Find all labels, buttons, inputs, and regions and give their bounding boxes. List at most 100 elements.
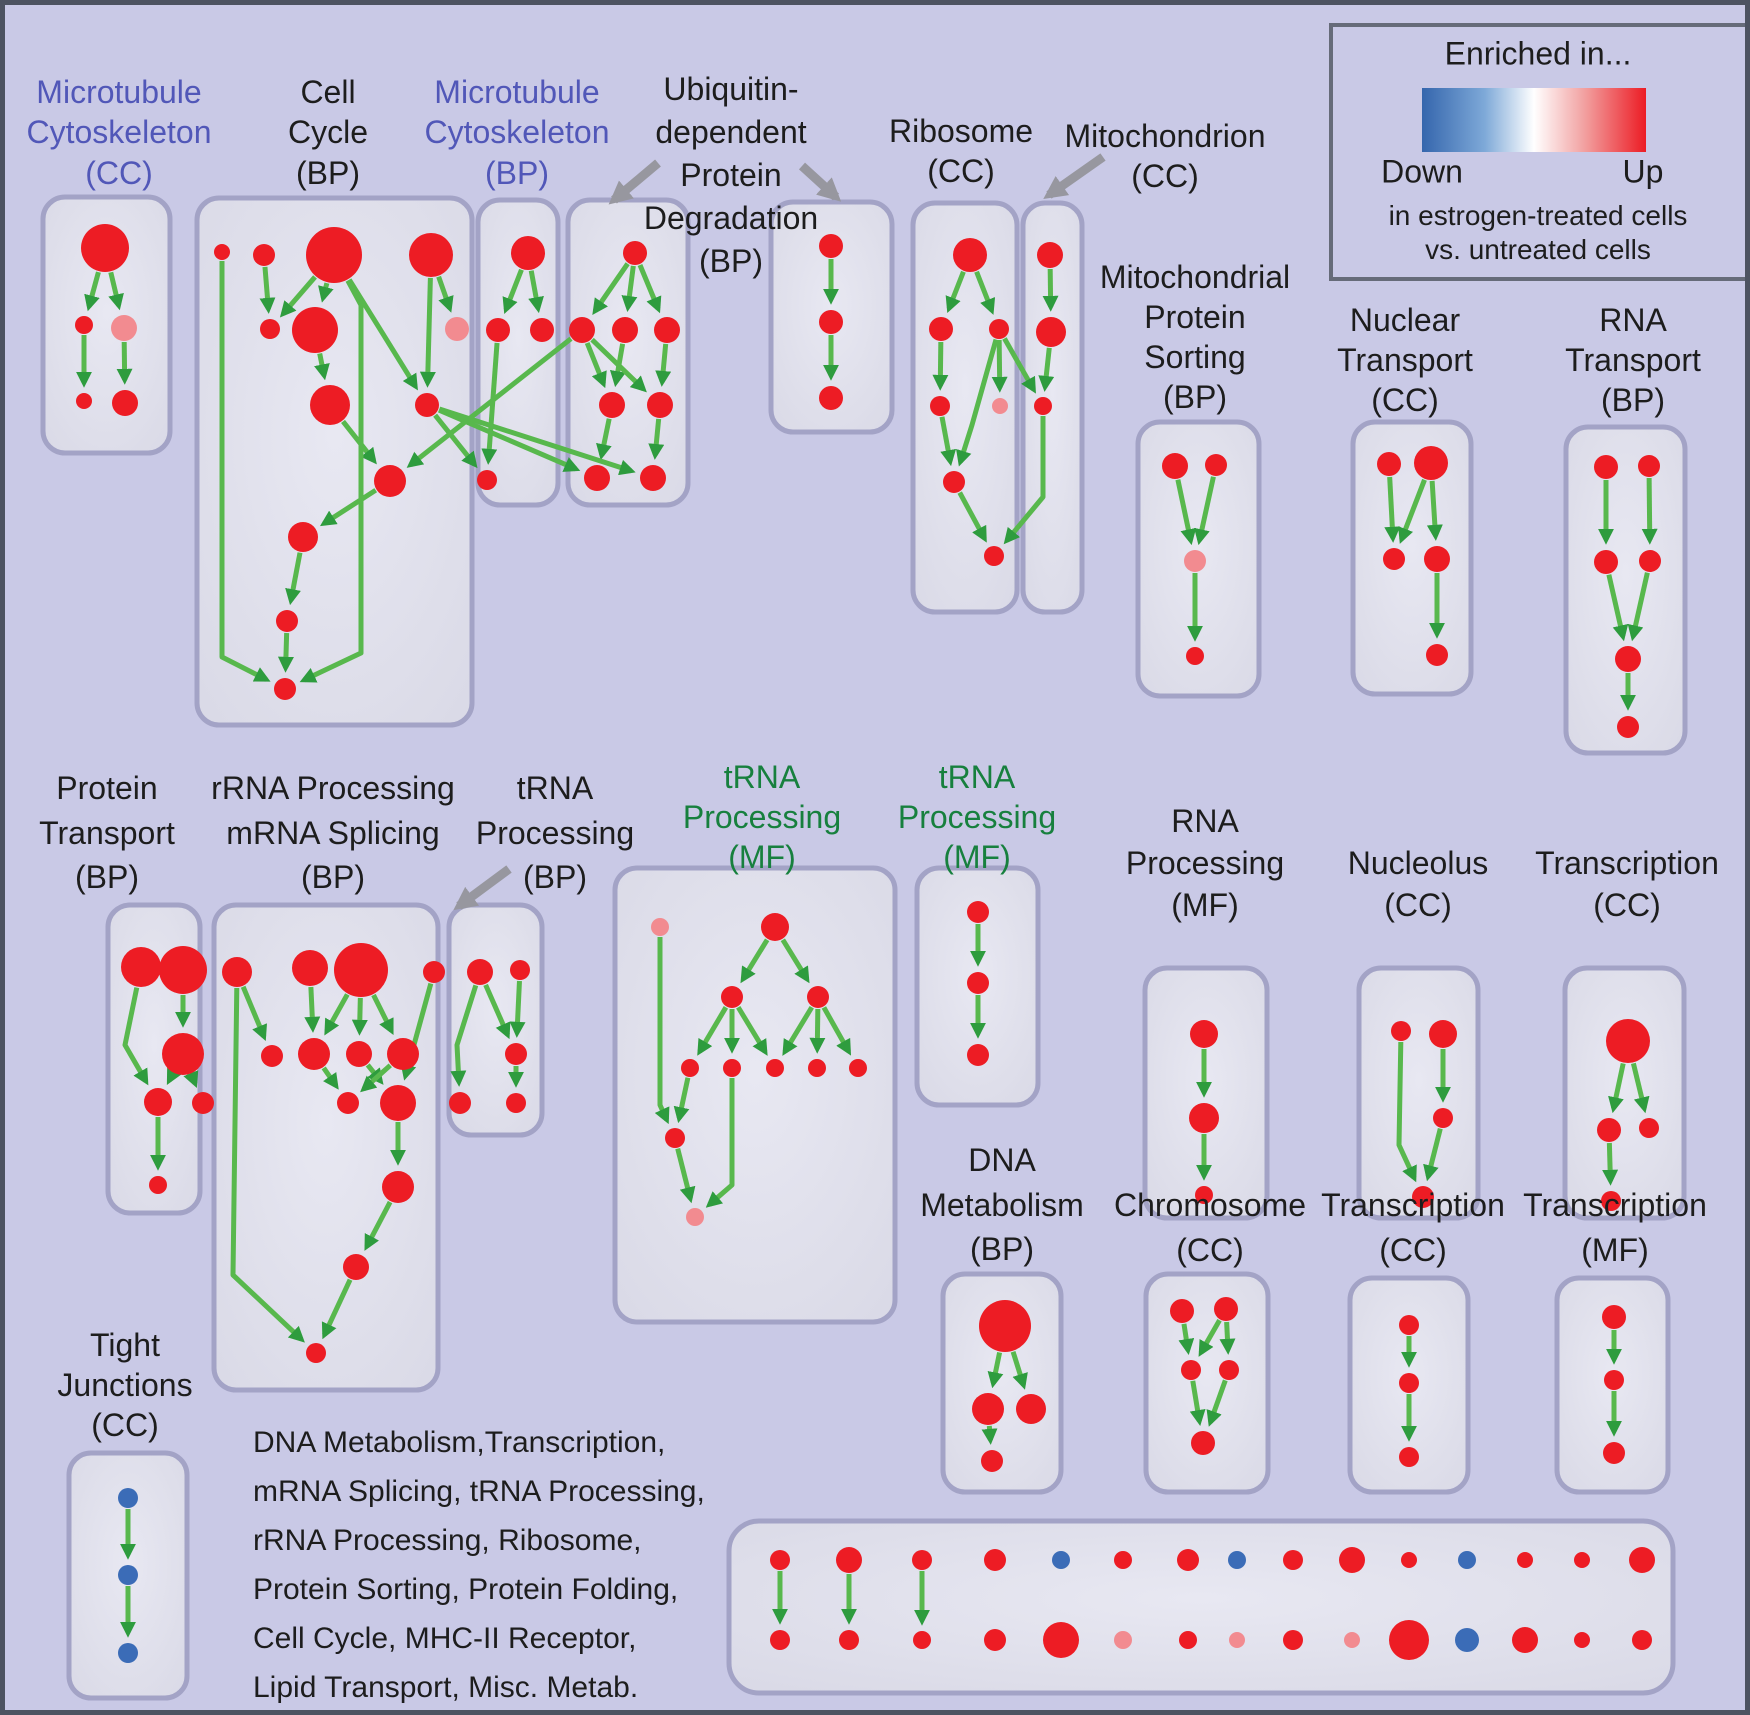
go-term-node-ubiquitin-degradation-5: [647, 392, 673, 418]
go-term-node-trna-processing-bp-4: [506, 1093, 526, 1113]
edge-rrna-processing-mrna-splicing-2-7: [371, 993, 394, 1036]
edge-ubiquitin-degradation-0-3: [637, 264, 662, 314]
go-term-node-chromosome-1: [1214, 1297, 1238, 1321]
go-term-node-protein-transport-5: [149, 1176, 167, 1194]
edge-rrna-processing-mrna-splicing-1-5: [304, 986, 321, 1033]
edge-rna-transport-1-3: [1641, 477, 1658, 545]
edge-ubiquitin-degradation-1-5: [590, 337, 647, 393]
go-term-node-dna-metabolism-2: [1016, 1394, 1046, 1424]
go-term-node-ribosome-1: [929, 317, 953, 341]
cluster-box-trna-processing-mf-1: [612, 865, 898, 1325]
go-term-node-nuclear-transport-2: [1383, 548, 1405, 570]
go-term-node-rrna-processing-mrna-splicing-10: [382, 1171, 414, 1203]
edge-dna-metabolism-1-3: [981, 1425, 998, 1445]
edge-rrna-processing-mrna-splicing-2-6: [351, 997, 368, 1036]
go-term-node-protein-transport-1: [159, 946, 207, 994]
cluster-box-transcription-cc-a: [1562, 965, 1687, 1221]
go-term-node-mixed-bottom-2: [913, 1631, 931, 1649]
go-term-node-ubiquitin-degradation-7: [640, 465, 666, 491]
cluster-label-protein-transport-line2: (BP): [75, 859, 139, 895]
go-term-node-rrna-processing-mrna-splicing-4: [261, 1045, 283, 1067]
go-term-node-nuclear-transport-3: [1424, 546, 1450, 572]
go-term-node-tight-junctions-1: [118, 1565, 138, 1585]
go-term-node-rrna-processing-mrna-splicing-7: [387, 1038, 419, 1070]
edge-mito-protein-sorting-1-2: [1194, 476, 1216, 546]
go-term-node-rna-processing-mf-2: [1195, 1186, 1213, 1204]
go-term-node-mt-cytoskeleton-bp-2: [530, 318, 554, 342]
go-term-node-rna-processing-mf-0: [1190, 1020, 1218, 1048]
go-term-node-ubiquitin-degradation-2-1: [819, 310, 843, 334]
cluster-label-rna-transport-line1: Transport: [1565, 342, 1701, 378]
cluster-label-trna-processing-bp-line0: tRNA: [516, 770, 594, 806]
go-term-node-ribosome-5: [943, 471, 965, 493]
label-pointer-arrow-2: [1043, 153, 1106, 200]
legend-box: [1329, 23, 1745, 281]
edge-chromosome-2-4: [1189, 1380, 1206, 1427]
edge-mito-protein-sorting-0-2: [1175, 479, 1197, 546]
go-term-node-trna-processing-mf-2-0: [967, 901, 989, 923]
cluster-label-dna-metabolism-line0: DNA: [968, 1142, 1036, 1178]
go-term-node-ubiquitin-degradation-3: [654, 317, 680, 343]
edge-trna-processing-mf-1-1-3: [780, 938, 810, 984]
go-term-node-cell-cycle-5: [292, 307, 338, 353]
go-term-node-mixed-top-11: [1458, 1551, 1476, 1569]
go-term-node-mixed-bottom-11: [1455, 1628, 1479, 1652]
cluster-label-dna-metabolism-line2: (BP): [970, 1231, 1034, 1267]
cluster-label-cell-cycle-line0: Cell: [300, 74, 356, 110]
edge-trna-processing-mf-1-2-4: [697, 1006, 729, 1056]
go-term-node-protein-transport-3: [144, 1088, 172, 1116]
edge-cell-cycle-10-11: [285, 552, 303, 606]
legend-down-label: Down: [1381, 153, 1463, 190]
go-term-node-rna-transport-0: [1594, 455, 1618, 479]
edge-mt-cytoskeleton-cc-0-2: [108, 271, 124, 311]
go-term-node-mixed-top-12: [1517, 1552, 1533, 1568]
edge-cell-cycle-9-10: [319, 488, 378, 527]
edge-ubiquitin-degradation-4-6: [596, 418, 612, 461]
cluster-label-rna-processing-mf-line2: (MF): [1171, 887, 1239, 923]
go-term-node-protein-transport-0: [121, 947, 161, 987]
cluster-label-nucleolus-line0: Nucleolus: [1347, 845, 1489, 881]
edge-cell-cycle-3-6: [436, 275, 454, 313]
go-term-node-mixed-top-6: [1177, 1549, 1199, 1571]
cluster-label-nuclear-transport-line0: Nuclear: [1349, 302, 1461, 338]
go-term-node-rrna-processing-mrna-splicing-2: [334, 943, 388, 997]
go-term-node-mitochondrion-2: [1034, 397, 1052, 415]
go-term-node-transcription-cc-a-0: [1606, 1019, 1650, 1063]
cluster-label-chromosome-line0: Chromosome: [1113, 1187, 1307, 1223]
go-term-node-cell-cycle-9: [374, 465, 406, 497]
go-term-node-trna-processing-mf-1-5: [723, 1059, 741, 1077]
edge-rrna-processing-mrna-splicing-5-8: [321, 1066, 339, 1090]
cluster-label-mt-cytoskeleton-bp-line0: Microtubule: [434, 74, 600, 110]
edge-rrna-processing-mrna-splicing-10-11: [364, 1200, 393, 1251]
go-term-node-mixed-bottom-6: [1179, 1631, 1197, 1649]
edge-nucleolus-2-3: [1423, 1128, 1443, 1182]
go-term-node-rrna-processing-mrna-splicing-1: [292, 950, 328, 986]
edge-chromosome-0-2: [1178, 1323, 1195, 1355]
go-term-node-mito-protein-sorting-0: [1162, 453, 1188, 479]
cluster-label-rna-processing-mf-line1: Processing: [1125, 845, 1285, 881]
cluster-box-mitochondrion: [1020, 200, 1085, 615]
legend-up-label: Up: [1622, 153, 1664, 190]
go-term-node-cell-cycle-7: [310, 385, 350, 425]
go-term-node-cell-cycle-6: [445, 317, 469, 341]
go-term-node-trna-processing-mf-2-2: [967, 1044, 989, 1066]
go-term-node-trna-processing-mf-1-6: [766, 1059, 784, 1077]
cluster-box-chromosome: [1143, 1271, 1271, 1495]
cluster-label-transcription-cc-a-line0: Transcription: [1535, 845, 1719, 881]
cluster-label-nucleolus-line1: (CC): [1384, 887, 1452, 923]
edge-ribosome-0-1: [945, 270, 966, 313]
go-term-node-rna-transport-5: [1617, 716, 1639, 738]
edge-ubiquitin-degradation-1-4: [584, 342, 607, 389]
edge-cell-cycle-2-12: [299, 279, 364, 683]
cluster-label-mito-protein-sorting-line3: (BP): [1163, 379, 1227, 415]
go-term-node-mt-cytoskeleton-bp-1: [486, 318, 510, 342]
edge-nucleolus-0-3: [1396, 1041, 1417, 1183]
go-term-node-rrna-processing-mrna-splicing-11: [343, 1254, 369, 1280]
go-term-node-rna-transport-1: [1638, 455, 1660, 477]
cluster-label-trna-processing-bp-line1: Processing: [475, 815, 635, 851]
cluster-label-mitochondrion-line1: (CC): [1131, 158, 1199, 194]
go-term-node-mixed-top-9: [1339, 1547, 1365, 1573]
go-term-node-trna-processing-mf-1-2: [721, 986, 743, 1008]
go-term-node-trna-processing-mf-1-7: [808, 1059, 826, 1077]
